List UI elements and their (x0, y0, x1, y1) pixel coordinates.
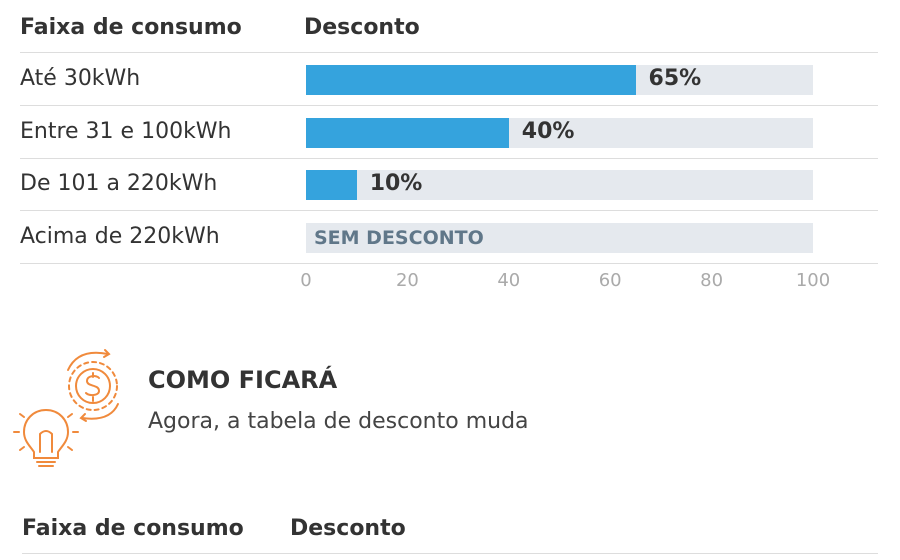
bar-value-label: 65% (648, 66, 702, 91)
x-tick-label: 0 (300, 270, 312, 291)
bar-track (306, 170, 813, 200)
bar (306, 65, 636, 95)
header-divider-2 (22, 553, 878, 554)
bar (306, 117, 509, 148)
x-tick-label: 60 (598, 270, 622, 291)
row-label: Entre 31 e 100kWh (20, 118, 232, 144)
row-divider (20, 262, 878, 264)
row-divider (20, 210, 878, 211)
bar-value-label: 40% (521, 118, 575, 144)
column-header-desconto-2: Desconto (290, 516, 406, 541)
section-subtitle: Agora, a tabela de desconto muda (148, 409, 529, 434)
lightbulb-money-cycle-icon (13, 349, 119, 467)
row-label: De 101 a 220kWh (20, 171, 218, 196)
header-divider (20, 52, 878, 53)
row-label: Até 30kWh (20, 66, 141, 91)
x-tick-label: 80 (700, 270, 724, 291)
section-title: COMO FICARÁ (148, 366, 338, 394)
column-header-faixa-2: Faixa de consumo (22, 516, 244, 541)
x-tick-label: 20 (395, 270, 419, 291)
row-divider (20, 157, 878, 159)
bar (306, 170, 357, 200)
x-tick-label: 100 (795, 270, 831, 291)
column-header-desconto: Desconto (304, 15, 420, 40)
row-label: Acima de 220kWh (20, 223, 220, 249)
column-header-faixa: Faixa de consumo (20, 15, 242, 40)
no-discount-label: SEM DESCONTO (314, 226, 484, 249)
x-tick-label: 40 (497, 270, 521, 291)
bar-value-label: 10% (369, 171, 423, 196)
row-divider (20, 105, 878, 106)
bar-track (306, 222, 813, 253)
